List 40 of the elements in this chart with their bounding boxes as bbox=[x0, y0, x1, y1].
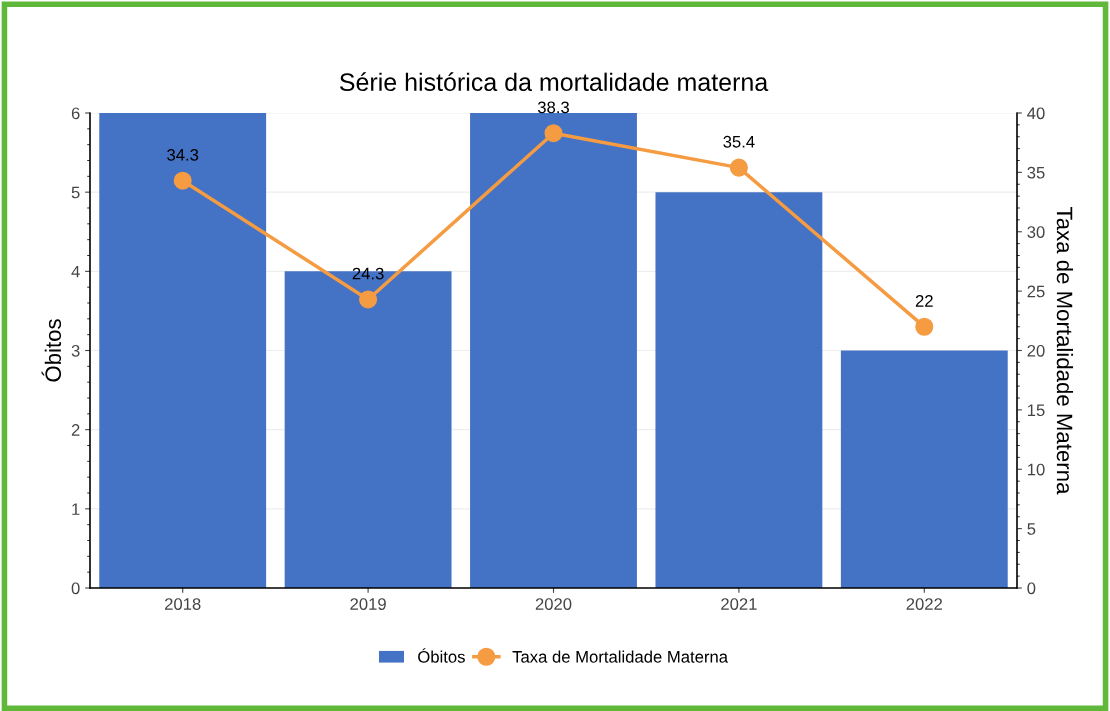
point bbox=[544, 124, 563, 143]
y2-tick-label: 10 bbox=[1027, 463, 1045, 476]
y2-tick-label: 25 bbox=[1027, 285, 1045, 298]
y2-tick-label: 35 bbox=[1027, 166, 1045, 179]
point bbox=[173, 171, 192, 190]
y-tick-label: 2 bbox=[71, 424, 80, 436]
y-tick-label: 6 bbox=[71, 107, 80, 120]
bar bbox=[655, 192, 823, 588]
bar bbox=[99, 113, 267, 588]
y-tick-label: 0 bbox=[71, 582, 80, 595]
y-tick-label: 5 bbox=[71, 186, 80, 199]
y-axis-title: Óbitos bbox=[41, 319, 62, 382]
y2-tick-label: 0 bbox=[1027, 582, 1036, 595]
legend-label: Óbitos bbox=[418, 648, 465, 663]
legend-label: Taxa de Mortalidade Materna bbox=[512, 650, 729, 663]
data-label: 35.4 bbox=[723, 135, 755, 148]
x-tick-label: 2022 bbox=[906, 598, 942, 610]
x-tick-label: 2020 bbox=[535, 598, 572, 610]
y2-tick-label: 15 bbox=[1027, 404, 1045, 417]
y2-tick-label: 20 bbox=[1027, 344, 1045, 357]
x-tick-label: 2019 bbox=[350, 598, 386, 610]
y2-axis-title: Taxa de Mortalidade Materna bbox=[1056, 207, 1074, 495]
data-label: 22 bbox=[915, 294, 933, 307]
point bbox=[729, 158, 748, 177]
data-label: 24.3 bbox=[352, 267, 384, 280]
point bbox=[915, 317, 934, 336]
y-tick-label: 3 bbox=[71, 344, 80, 357]
chart-title: Série histórica da mortalidade materna bbox=[339, 72, 769, 92]
data-label: 34.3 bbox=[167, 148, 199, 161]
data-label: 38.3 bbox=[537, 101, 569, 114]
bar bbox=[840, 350, 1008, 588]
y-tick-label: 4 bbox=[71, 265, 80, 278]
y-tick-label: 1 bbox=[72, 503, 80, 515]
x-tick-label: 2021 bbox=[721, 598, 757, 610]
y2-tick-label: 5 bbox=[1027, 523, 1036, 535]
y2-tick-label: 40 bbox=[1027, 107, 1045, 120]
x-tick-label: 2018 bbox=[165, 598, 201, 610]
y2-tick-label: 30 bbox=[1027, 226, 1045, 238]
bar bbox=[470, 113, 637, 588]
point bbox=[359, 290, 378, 309]
